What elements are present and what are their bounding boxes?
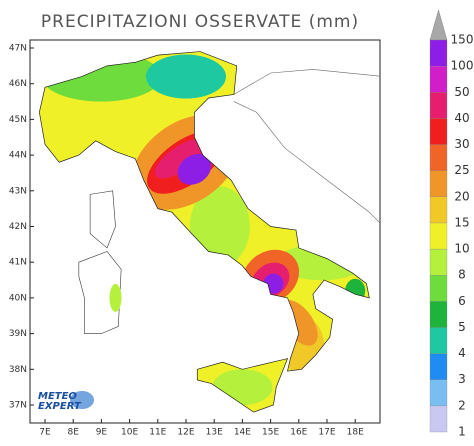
- colorbar-cell: [429, 118, 448, 145]
- lat-label: 39N: [9, 329, 27, 339]
- colorbar-label: 6: [458, 294, 466, 308]
- rain-patch: [177, 153, 212, 185]
- lon-label: 10E: [121, 428, 138, 438]
- logo-text: EXPERT: [38, 401, 82, 412]
- colorbar-cell: [429, 65, 448, 93]
- colorbar-label: 40: [454, 111, 469, 125]
- colorbar-cell: [429, 327, 448, 354]
- colorbar-cell: [429, 248, 448, 276]
- lat-label: 45N: [9, 115, 27, 125]
- lat-label: 41N: [9, 258, 27, 268]
- lat-label: 37N: [9, 401, 27, 411]
- border: [233, 101, 380, 224]
- rain-patch: [146, 54, 226, 99]
- colorbar-label: 10: [454, 242, 469, 256]
- colorbar-label: 25: [454, 163, 469, 177]
- colorbar-label: 30: [454, 137, 469, 151]
- lon-label: 7E: [39, 428, 51, 438]
- lon-label: 12E: [177, 428, 194, 438]
- rain-patch: [189, 186, 250, 267]
- colorbar-cell: [429, 39, 448, 67]
- colorbar-cell: [429, 92, 448, 119]
- colorbar-cell: [429, 222, 448, 250]
- land-area: [89, 190, 116, 249]
- colorbar-label: 8: [458, 268, 466, 282]
- colorbar-over: [429, 9, 448, 41]
- border: [233, 69, 380, 95]
- logo-text: METEO: [38, 391, 77, 402]
- lat-label: 42N: [9, 222, 27, 232]
- lat-label: 43N: [9, 186, 27, 196]
- rain-patch: [109, 283, 122, 312]
- lon-label: 14E: [234, 428, 251, 438]
- colorbar-label: 15: [454, 215, 469, 229]
- lon-label: 8E: [67, 428, 79, 438]
- lon-label: 13E: [206, 428, 223, 438]
- lat-label: 40N: [9, 293, 27, 303]
- colorbar-cell: [429, 405, 448, 433]
- lon-label: 17E: [318, 428, 335, 438]
- colorbar-cell: [429, 275, 448, 302]
- lat-label: 44N: [9, 151, 27, 161]
- colorbar-cell: [429, 170, 448, 197]
- lat-label: 47N: [9, 44, 27, 54]
- logo: METEO EXPERT: [38, 391, 94, 412]
- colorbar-label: 1: [458, 425, 466, 439]
- colorbar-cell: [429, 144, 448, 171]
- lat-label: 46N: [9, 79, 27, 89]
- lon-label: 18E: [347, 428, 364, 438]
- lon-label: 16E: [290, 428, 307, 438]
- colorbar-label: 150: [451, 33, 474, 47]
- colorbar-cell: [429, 353, 448, 380]
- rain-patch: [154, 138, 206, 179]
- lon-label: 9E: [96, 428, 108, 438]
- lon-label: 15E: [262, 428, 279, 438]
- colorbar-label: 4: [458, 346, 466, 360]
- colorbar-label: 5: [458, 320, 466, 334]
- lon-label: 11E: [149, 428, 166, 438]
- map-title: PRECIPITAZIONI OSSERVATE (mm): [41, 12, 359, 32]
- colorbar-label: 20: [454, 189, 469, 203]
- land-area: [78, 251, 122, 334]
- colorbar-cell: [429, 301, 448, 328]
- colorbar-label: 50: [454, 85, 469, 99]
- colorbar-cell: [429, 379, 448, 407]
- coastline: [196, 358, 289, 413]
- colorbar-label: 100: [451, 59, 474, 73]
- coastline: [39, 51, 370, 372]
- colorbar-cell: [429, 196, 448, 224]
- colorbar-label: 3: [458, 372, 466, 386]
- colorbar-label: 2: [458, 398, 466, 412]
- lat-label: 38N: [9, 365, 27, 375]
